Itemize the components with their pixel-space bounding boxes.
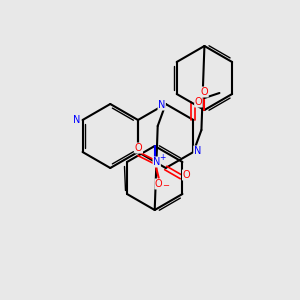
Text: O: O bbox=[182, 170, 190, 180]
Text: N: N bbox=[194, 146, 201, 156]
Text: +: + bbox=[160, 152, 166, 161]
Text: O: O bbox=[201, 87, 208, 97]
Text: N: N bbox=[73, 115, 80, 125]
Text: −: − bbox=[162, 182, 169, 190]
Text: O: O bbox=[135, 143, 142, 153]
Text: O: O bbox=[195, 97, 202, 107]
Text: N: N bbox=[158, 100, 165, 110]
Text: N: N bbox=[153, 157, 160, 167]
Text: O: O bbox=[155, 179, 163, 189]
